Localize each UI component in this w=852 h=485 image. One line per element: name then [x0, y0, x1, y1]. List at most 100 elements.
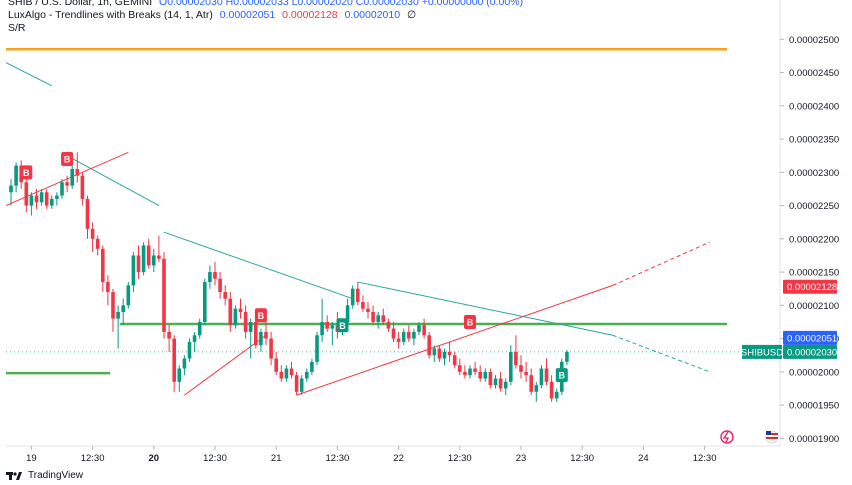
- candle-body: [146, 245, 151, 266]
- break-label-text: B: [258, 311, 265, 321]
- ohlc-values: O0.00002030 H0.00002033 L0.00002020 C0.0…: [159, 0, 524, 8]
- candle-body: [325, 321, 329, 329]
- x-tick-label: 12:30: [81, 453, 105, 464]
- candle-body: [330, 325, 335, 329]
- price-tag-box: [783, 330, 837, 345]
- candle-body: [458, 365, 462, 372]
- trendline-lower-3-ext: [612, 241, 710, 286]
- candle-body: [187, 341, 192, 359]
- candle-body: [95, 238, 100, 249]
- candle-body: [80, 175, 85, 199]
- candle-body: [284, 368, 289, 379]
- legend-symbol-row: SHIB / U.S. Dollar, 1h, GEMINI O0.000020…: [8, 0, 527, 9]
- candle-body: [90, 228, 95, 239]
- candle-body: [356, 288, 360, 303]
- candle-body: [197, 321, 202, 336]
- price-tag-symbol: SHIBUSD: [741, 347, 783, 358]
- candle-body: [412, 331, 416, 339]
- candle-body: [136, 255, 141, 273]
- trendline-upper-3: [163, 231, 353, 300]
- candle-body: [60, 182, 64, 196]
- break-label-box: [61, 152, 74, 167]
- candle-body: [366, 308, 370, 312]
- candle-body: [407, 331, 411, 339]
- candle-body: [141, 245, 146, 273]
- price-tag-box: [783, 344, 837, 359]
- candle-body: [85, 198, 90, 229]
- x-tick-label: 22: [393, 453, 404, 464]
- y-tick-label: 0.00002200: [789, 234, 839, 245]
- indicator-name[interactable]: LuxAlgo - Trendlines with Breaks (14, 1,…: [8, 9, 213, 21]
- legend-indicator-row: LuxAlgo - Trendlines with Breaks (14, 1,…: [8, 9, 420, 22]
- candle-body: [422, 325, 426, 336]
- candle-body: [254, 321, 258, 346]
- trendline-upper-1: [5, 62, 53, 87]
- break-label-box: [20, 165, 33, 180]
- candle-body: [218, 278, 222, 293]
- candle-body: [442, 351, 447, 359]
- candle-body: [131, 255, 136, 286]
- candle-body: [172, 338, 176, 382]
- candle-body: [167, 331, 171, 339]
- candle-body: [162, 258, 166, 332]
- sr-label[interactable]: S/R: [8, 22, 26, 34]
- brand-name[interactable]: TradingView: [28, 470, 84, 481]
- price-tag-symbol-box: [742, 344, 782, 359]
- break-label-box: [464, 314, 476, 329]
- candle-body: [549, 381, 554, 399]
- y-tick-label: 0.00002450: [789, 68, 839, 79]
- lightning-icon[interactable]: [720, 430, 734, 444]
- x-tick-label: 20: [149, 453, 160, 464]
- price-tag-label: 0.00002051: [787, 333, 837, 344]
- candle-body: [289, 368, 294, 376]
- candle-body: [376, 315, 380, 322]
- candle-body: [381, 315, 386, 322]
- candle-body: [177, 368, 182, 382]
- y-tick-label: 0.00002400: [789, 101, 839, 112]
- candle-body: [29, 195, 34, 206]
- x-tick-label: 19: [26, 453, 37, 464]
- flag-stripe-icon: [766, 433, 778, 435]
- candle-body: [75, 168, 80, 176]
- candle-body: [126, 285, 131, 306]
- trendline-upper-4-ext: [612, 334, 710, 373]
- break-label-text: B: [559, 371, 566, 381]
- candle-body: [529, 375, 533, 392]
- y-tick-label: 0.00002350: [789, 135, 839, 146]
- candle-body: [70, 168, 74, 186]
- y-tick-label: 0.00002150: [789, 268, 839, 279]
- candle-body: [452, 355, 457, 366]
- candle-body: [483, 371, 488, 379]
- candle-body: [106, 282, 110, 293]
- candle-body: [274, 358, 278, 372]
- candle-body: [498, 378, 503, 389]
- candle-body: [248, 321, 253, 332]
- trendline-lower-3: [296, 284, 613, 396]
- candle-body: [9, 185, 13, 193]
- candle-body: [14, 165, 18, 186]
- candle-body: [182, 358, 187, 369]
- candle-body: [39, 192, 44, 203]
- candle-body: [111, 292, 115, 319]
- indicator-value-3: 0.00002010: [344, 9, 401, 21]
- candle-body: [116, 311, 120, 319]
- candle-body: [509, 351, 513, 382]
- candle-body: [269, 338, 273, 359]
- price-tag-label: 0.00002128: [787, 282, 837, 293]
- candle-body: [208, 272, 212, 283]
- y-tick-label: 0.00002000: [789, 367, 839, 378]
- candle-body: [371, 311, 375, 322]
- break-label-box: [254, 308, 267, 323]
- candle-body: [488, 371, 493, 386]
- y-tick-label: 0.00002300: [789, 168, 839, 179]
- indicator-value-1: 0.00002051: [219, 9, 276, 21]
- candle-body: [478, 371, 482, 379]
- candle-body: [519, 365, 523, 372]
- x-tick-label: 23: [516, 453, 527, 464]
- candle-body: [264, 331, 268, 339]
- symbol-title[interactable]: SHIB / U.S. Dollar, 1h, GEMINI: [8, 0, 153, 8]
- candle-body: [65, 182, 69, 186]
- lightning-bolt-icon: [722, 431, 730, 443]
- candle-body: [228, 298, 233, 326]
